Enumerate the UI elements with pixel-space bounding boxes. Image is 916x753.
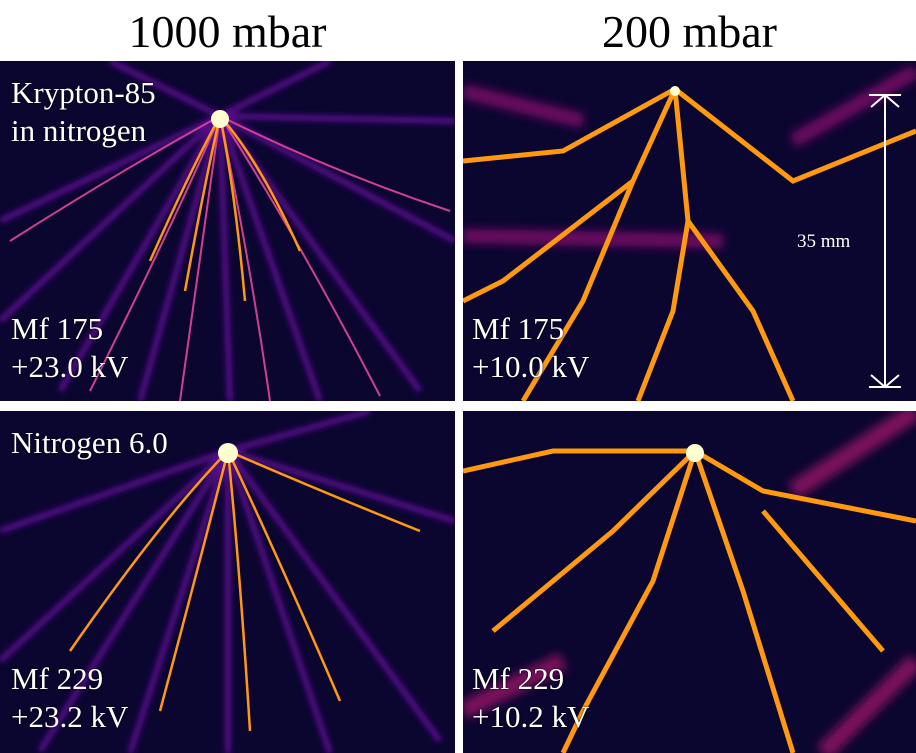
streamer-branches xyxy=(463,411,916,753)
streamer-branches xyxy=(463,64,916,401)
gas-label-line2: in nitrogen xyxy=(11,113,147,148)
streamer-image-nitrogen-200mbar: Mf 229 +10.2 kV xyxy=(463,411,916,753)
voltage-label: +23.0 kV xyxy=(11,349,129,384)
voltage-label: +10.2 kV xyxy=(472,699,590,734)
mf-label: Mf 175 xyxy=(11,311,104,346)
gas-label-line1: Krypton-85 xyxy=(11,75,156,110)
column-header-200mbar: 200 mbar xyxy=(601,6,777,57)
mf-label: Mf 175 xyxy=(472,311,565,346)
voltage-label: +10.0 kV xyxy=(472,349,590,384)
mf-label: Mf 229 xyxy=(472,661,565,696)
streamer-branches xyxy=(0,411,455,753)
mf-label: Mf 229 xyxy=(11,661,104,696)
scale-label: 35 mm xyxy=(797,231,851,252)
streamer-image-krypton-200mbar: 35 mm Mf 175 +10.0 kV xyxy=(463,61,916,401)
gas-label: Nitrogen 6.0 xyxy=(11,425,168,460)
voltage-label: +23.2 kV xyxy=(11,699,129,734)
scale-bar-arrow xyxy=(869,93,901,389)
streamer-image-krypton-1000mbar: Krypton-85 in nitrogen Mf 175 +23.0 kV xyxy=(0,61,455,401)
column-header-1000mbar: 1000 mbar xyxy=(128,6,327,57)
streamer-branches xyxy=(0,61,455,401)
streamer-image-nitrogen-1000mbar: Nitrogen 6.0 Mf 229 +23.2 kV xyxy=(0,411,455,753)
